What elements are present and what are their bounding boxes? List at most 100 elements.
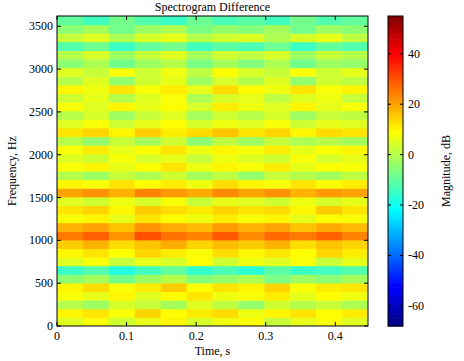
y-tick [57, 69, 61, 70]
cell [316, 50, 342, 59]
cell [161, 283, 187, 292]
cell [135, 309, 161, 318]
cell [161, 68, 187, 77]
cell [161, 300, 187, 309]
cell [135, 59, 161, 68]
cell [161, 94, 187, 103]
cell [135, 171, 161, 180]
cell [187, 188, 213, 197]
cell [135, 300, 161, 309]
y-tick-label: 1000 [29, 233, 53, 247]
y-tick [364, 111, 368, 112]
cell [264, 145, 290, 154]
cell [342, 102, 368, 111]
plot-frame [57, 16, 368, 326]
cell [316, 223, 342, 232]
cell [57, 266, 83, 275]
colorbar-tick-label: 40 [408, 47, 420, 61]
cell [109, 283, 135, 292]
cell [213, 171, 239, 180]
cell [264, 309, 290, 318]
cell [83, 137, 109, 146]
cell [316, 68, 342, 77]
cell [161, 223, 187, 232]
cell [213, 25, 239, 34]
cell [342, 223, 368, 232]
cell [238, 292, 264, 301]
cell [57, 274, 83, 283]
cell [135, 231, 161, 240]
cell [316, 111, 342, 120]
cell [109, 145, 135, 154]
cell [342, 16, 368, 25]
cell [213, 128, 239, 137]
cell [264, 197, 290, 206]
cell [83, 171, 109, 180]
colorbar-tick [400, 305, 403, 306]
cell [161, 171, 187, 180]
cell [316, 197, 342, 206]
cell [57, 309, 83, 318]
cell [342, 33, 368, 42]
cell [83, 50, 109, 59]
cell [342, 137, 368, 146]
y-tick-label: 500 [35, 276, 53, 290]
cell [187, 231, 213, 240]
colorbar-tick [400, 205, 403, 206]
cell [109, 102, 135, 111]
cell [264, 111, 290, 120]
cell [342, 68, 368, 77]
cell [316, 137, 342, 146]
cell [135, 50, 161, 59]
cell [83, 257, 109, 266]
cell [238, 231, 264, 240]
cell [213, 317, 239, 326]
cell [264, 85, 290, 94]
cell [342, 42, 368, 51]
cell [187, 42, 213, 51]
cell [57, 292, 83, 301]
cell [161, 188, 187, 197]
cell [187, 249, 213, 258]
cell [161, 33, 187, 42]
cell [264, 119, 290, 128]
cell [342, 292, 368, 301]
cell [109, 188, 135, 197]
cell [238, 309, 264, 318]
cell [290, 25, 316, 34]
cell [290, 283, 316, 292]
cell [264, 16, 290, 25]
cell [83, 180, 109, 189]
cell [57, 231, 83, 240]
cell [290, 231, 316, 240]
cell [161, 231, 187, 240]
cell [161, 197, 187, 206]
cell [316, 205, 342, 214]
cell [238, 274, 264, 283]
cell [316, 16, 342, 25]
cell [135, 240, 161, 249]
cell [57, 223, 83, 232]
cell [83, 274, 109, 283]
cell [290, 137, 316, 146]
cell [316, 59, 342, 68]
cell [109, 50, 135, 59]
cell [187, 76, 213, 85]
cell [290, 317, 316, 326]
cell [187, 162, 213, 171]
cell [316, 128, 342, 137]
colorbar-tick [388, 154, 391, 155]
cell [83, 25, 109, 34]
cell [57, 85, 83, 94]
cell [342, 85, 368, 94]
cell [238, 240, 264, 249]
cell [161, 214, 187, 223]
cell [83, 85, 109, 94]
cell [238, 188, 264, 197]
cell [57, 154, 83, 163]
cell [57, 16, 83, 25]
cell [213, 85, 239, 94]
cell [83, 16, 109, 25]
cell [342, 274, 368, 283]
cell [109, 119, 135, 128]
